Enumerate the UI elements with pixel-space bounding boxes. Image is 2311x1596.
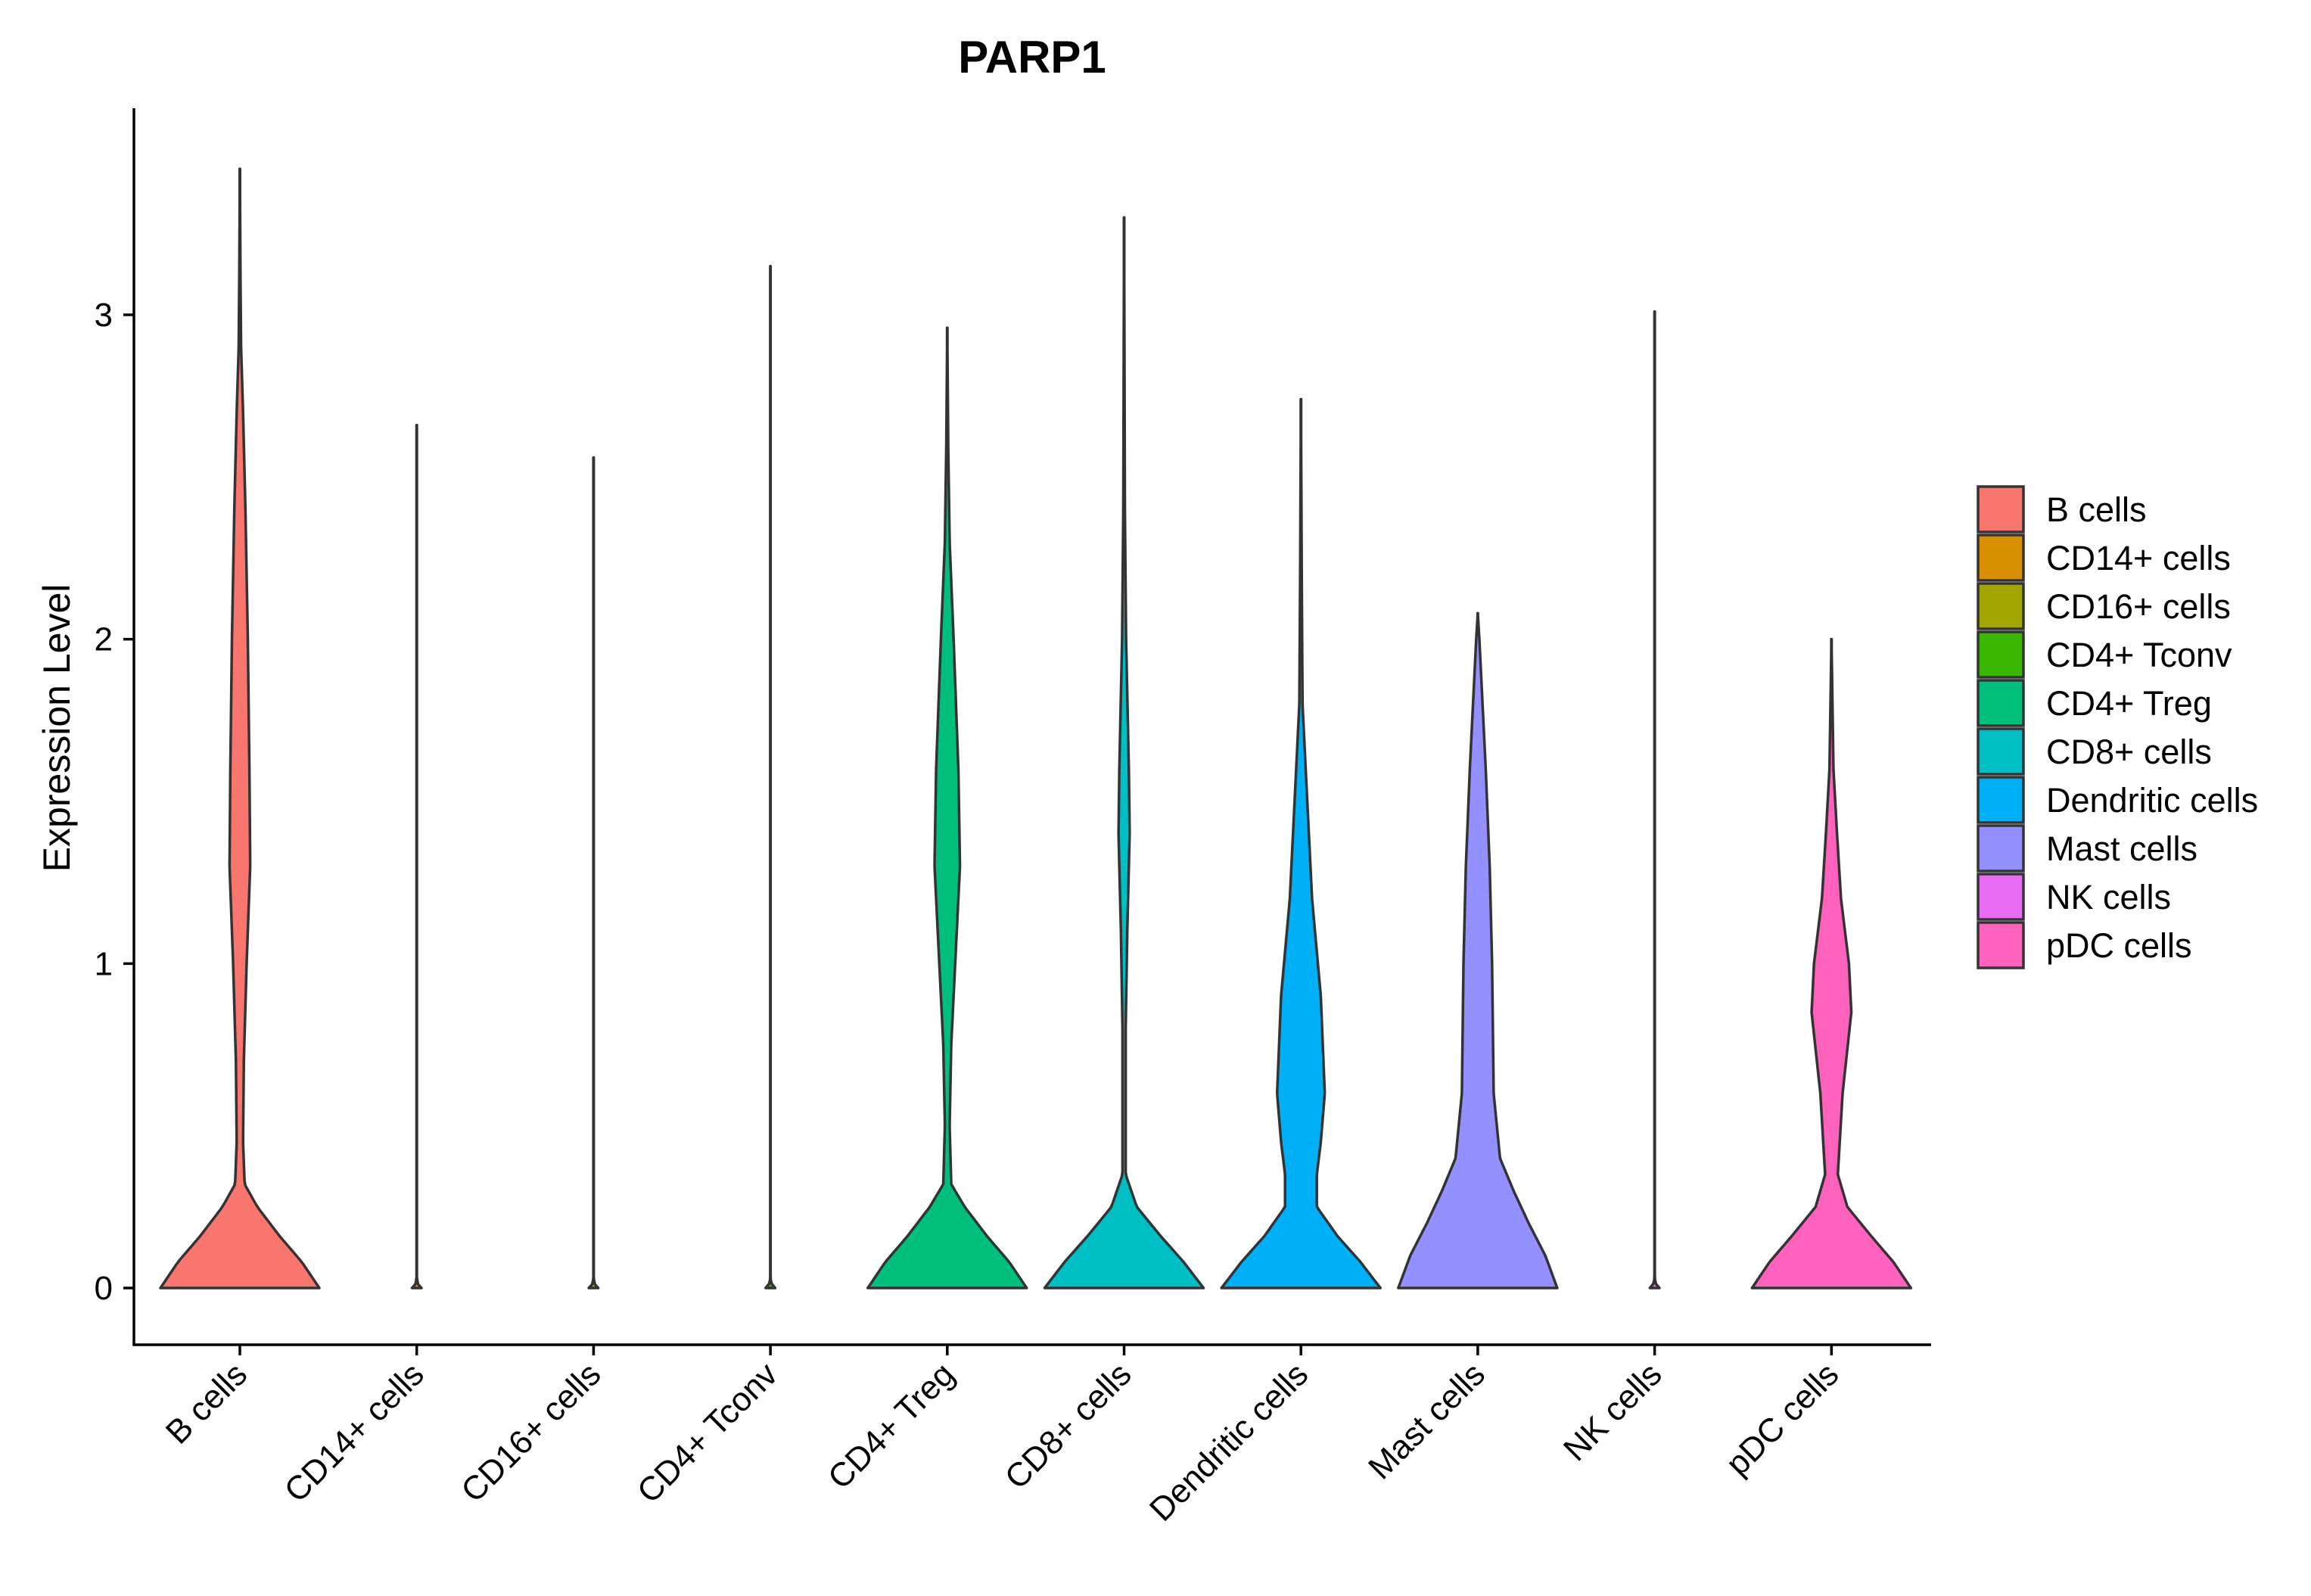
x-tick-label: NK cells [1557, 1355, 1669, 1468]
violin-cd14-plus-cells [410, 424, 423, 1290]
x-tick-label: CD8+ cells [998, 1355, 1139, 1496]
chart-title: PARP1 [958, 32, 1106, 82]
legend-key-cd4-plus-treg [1977, 679, 2025, 727]
legend-label-cd4-plus-treg: CD4+ Treg [2046, 684, 2212, 723]
legend-key-cd8-plus-cells [1977, 727, 2025, 776]
y-tick-label: 1 [95, 945, 113, 982]
x-tick-label: CD4+ Tconv [630, 1355, 785, 1510]
legend-key-cd16-plus-cells [1977, 582, 2025, 630]
x-tick-label: Dendritic cells [1143, 1355, 1315, 1528]
x-tick-label: CD16+ cells [454, 1355, 608, 1509]
violin-layer [159, 167, 1913, 1290]
legend-key-nk-cells [1977, 873, 2025, 921]
legend-label-cd8-plus-cells: CD8+ cells [2046, 733, 2212, 771]
y-axis-title: Expression Level [36, 584, 78, 873]
legend-label-mast-cells: Mast cells [2046, 829, 2197, 868]
legend-key-mast-cells [1977, 824, 2025, 873]
violin-mast-cells [1397, 611, 1559, 1290]
y-tick-label: 0 [95, 1270, 113, 1307]
legend-label-cd4-plus-tconv: CD4+ Tconv [2046, 636, 2232, 674]
violin-dendritic-cells [1220, 397, 1382, 1290]
x-tick-label: CD14+ cells [278, 1355, 431, 1509]
y-tick-label: 3 [95, 297, 113, 334]
legend-key-cd4-plus-tconv [1977, 630, 2025, 679]
violin-cd4-plus-tconv [764, 264, 777, 1290]
x-tick-label: pDC cells [1719, 1355, 1846, 1482]
violin-cd8-plus-cells [1043, 216, 1205, 1290]
violin-cd4-plus-treg [866, 326, 1028, 1290]
legend-label-cd14-plus-cells: CD14+ cells [2046, 539, 2231, 577]
legend-key-pdc-cells [1977, 921, 2025, 969]
violin-nk-cells [1648, 310, 1661, 1290]
legend-label-b-cells: B cells [2046, 490, 2147, 529]
legend-label-nk-cells: NK cells [2046, 878, 2171, 916]
x-tick-label: Mast cells [1361, 1355, 1492, 1486]
x-tick-label: CD4+ Treg [821, 1355, 962, 1496]
legend-label-cd16-plus-cells: CD16+ cells [2046, 587, 2231, 626]
violin-cd16-plus-cells [587, 456, 600, 1290]
violin-pdc-cells [1750, 637, 1913, 1290]
legend-key-dendritic-cells [1977, 776, 2025, 824]
x-tick-label: B cells [159, 1355, 254, 1451]
legend-label-pdc-cells: pDC cells [2046, 926, 2192, 965]
legend-key-b-cells [1977, 485, 2025, 534]
legend-label-dendritic-cells: Dendritic cells [2046, 781, 2258, 820]
violin-b-cells [159, 167, 321, 1290]
y-tick-label: 2 [95, 621, 113, 658]
legend: B cells CD14+ cells CD16+ cells CD4+ Tconv C… [1977, 485, 2258, 969]
legend-key-cd14-plus-cells [1977, 534, 2025, 582]
